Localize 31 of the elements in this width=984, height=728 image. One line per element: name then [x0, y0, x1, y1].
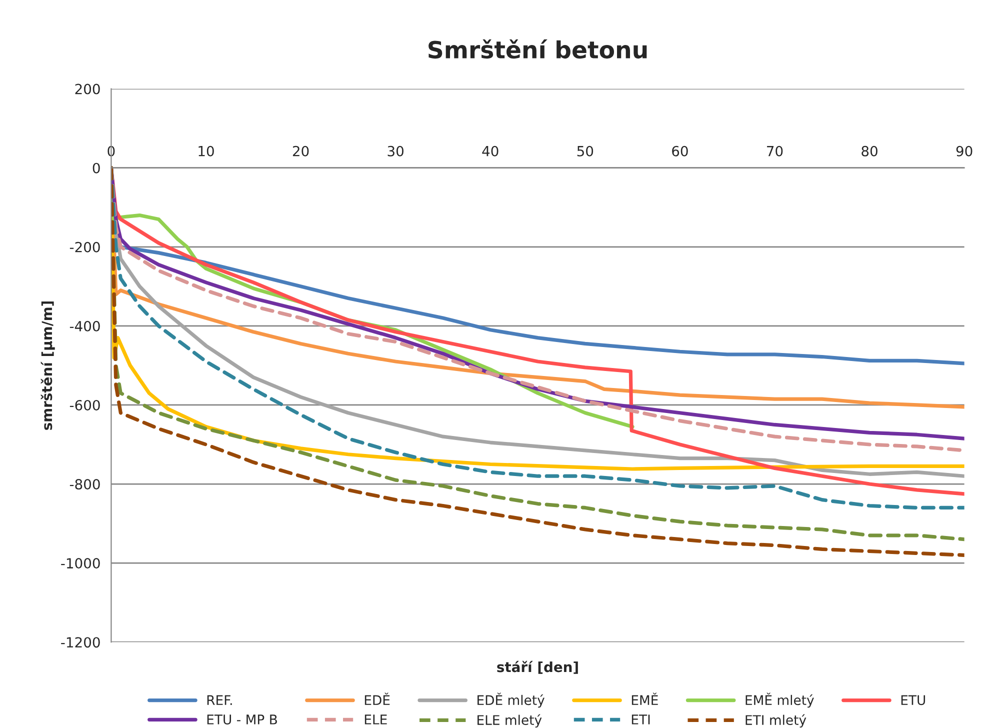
- legend-label: ETU: [901, 695, 926, 706]
- x-tick-label: 20: [292, 146, 309, 156]
- legend-label: ELE: [364, 714, 387, 724]
- x-tick-label: 50: [577, 146, 594, 156]
- legend-label: EDĚ: [364, 692, 390, 705]
- legend-label: REF.: [207, 695, 232, 705]
- y-tick-label: 200: [75, 84, 100, 94]
- y-tick-label: -1000: [61, 558, 100, 569]
- x-tick-label: 70: [767, 146, 783, 156]
- x-tick-label: 80: [862, 146, 878, 156]
- x-tick-label: 10: [198, 146, 214, 156]
- y-tick-label: -400: [70, 320, 100, 332]
- x-tick-label: 90: [956, 146, 972, 156]
- y-tick-label: -200: [70, 242, 100, 252]
- y-tick-label: -800: [70, 478, 100, 490]
- legend-label: ELE mletý: [478, 714, 542, 728]
- legend-label: ETI mletý: [746, 714, 806, 728]
- y-tick-label: 0: [92, 162, 100, 174]
- legend-label: EMĚ mletý: [746, 692, 814, 708]
- x-tick-label: 40: [482, 146, 498, 156]
- legend-label: EMĚ: [632, 692, 658, 705]
- chart-title: Smrštění betonu: [428, 39, 647, 59]
- legend-label: ETI: [632, 714, 650, 724]
- x-tick-label: 30: [388, 146, 404, 156]
- x-tick-label: 60: [672, 146, 688, 156]
- legend-label: ETU - MP B: [207, 714, 277, 724]
- legend-label: EDĚ mletý: [478, 692, 544, 708]
- y-tick-label: -1200: [61, 637, 100, 648]
- y-tick-label: -600: [70, 400, 100, 410]
- x-axis-title: stáří [den]: [497, 660, 578, 674]
- y-axis-title: smrštění [µm/m]: [40, 301, 55, 430]
